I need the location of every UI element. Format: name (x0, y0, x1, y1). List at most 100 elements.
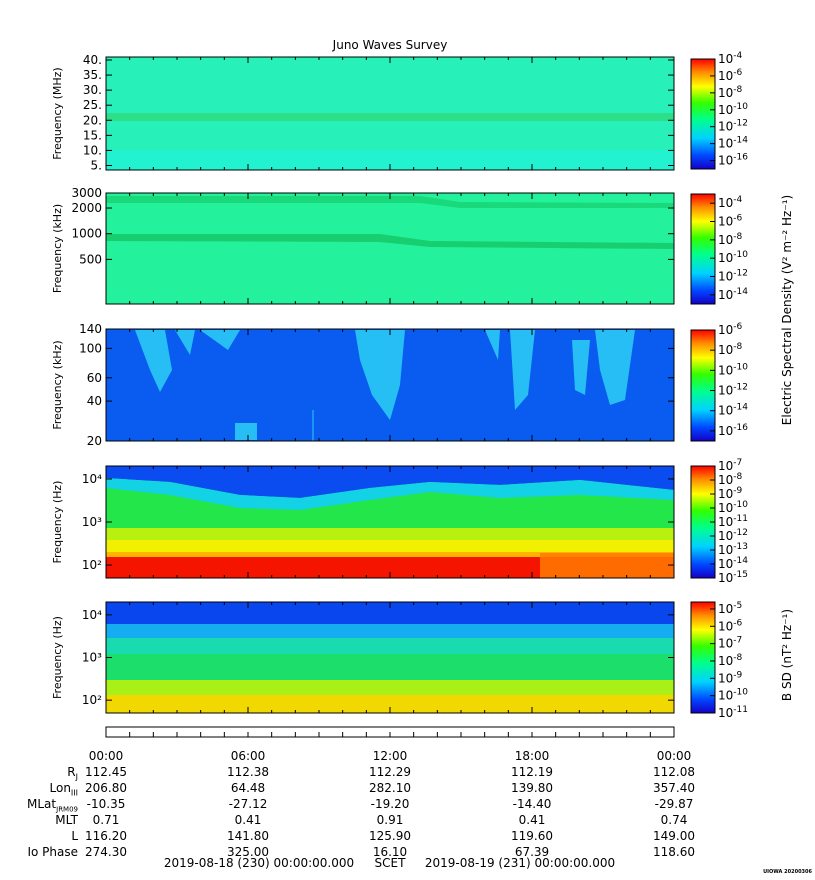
y-tick-label: 15. (83, 128, 102, 142)
y-tick-label: 40 (87, 394, 102, 408)
colorbar (690, 329, 716, 442)
y-tick-label: 5. (91, 158, 102, 172)
ephemeris-value: 357.40 (653, 781, 695, 795)
colorbar-tick-label: 10-11 (718, 514, 748, 529)
footer-credit: UIOWA 20200306 (763, 869, 812, 875)
ephemeris-value: 282.10 (369, 781, 411, 795)
ephemeris-value: 149.00 (653, 829, 695, 843)
ephemeris-value: 67.39 (514, 845, 550, 859)
colorbar (690, 58, 716, 170)
colorbar-tick-label: 10-10 (718, 102, 748, 117)
ephemeris-value: -29.87 (654, 797, 694, 811)
colorbar-tick-label: 10-16 (718, 153, 748, 168)
ephemeris-value: 125.90 (369, 829, 411, 843)
colorbar-tick-label: 10-14 (718, 556, 748, 571)
y-tick-label: 3000 (71, 186, 102, 200)
y-tick-label: 10. (83, 143, 102, 157)
ephemeris-value: 16.10 (372, 845, 408, 859)
y-axis-label: Frequency (Hz) (51, 481, 64, 564)
colorbar-tick-label: 10-9 (718, 486, 743, 501)
colorbar-tick-label: 10-8 (718, 342, 743, 357)
y-tick-label: 1000 (71, 227, 102, 241)
ephemeris-value: 119.60 (511, 829, 553, 843)
y-axis-label: Frequency (kHz) (51, 340, 64, 429)
footer-end-time: 2019-08-19 (231) 00:00:00.000 (425, 856, 615, 870)
ephemeris-value: 139.80 (511, 781, 553, 795)
ephemeris-value: -10.35 (86, 797, 126, 811)
colorbar-tick-label: 10-5 (718, 601, 742, 616)
ephemeris-value: 112.38 (227, 765, 269, 779)
ephemeris-value: 116.20 (85, 829, 127, 843)
figure-title: Juno Waves Survey (332, 38, 448, 52)
y-tick-label: 35. (83, 68, 102, 82)
y-tick-label: 140 (79, 322, 102, 336)
colorbar-tick-label: 10-9 (718, 670, 743, 685)
y-tick-label: 25. (83, 98, 102, 112)
ephemeris-value: 325.00 (227, 845, 269, 859)
colorbar-tick-label: 10-14 (718, 136, 748, 151)
ephemeris-value: 206.80 (85, 781, 127, 795)
ephemeris-value: 0.91 (376, 813, 404, 827)
ephemeris-value: -14.40 (512, 797, 552, 811)
y-tick-label: 60 (87, 371, 102, 385)
ephemeris-value: 118.60 (653, 845, 695, 859)
ephemeris-value: 112.29 (369, 765, 411, 779)
colorbar-label-electric: Electric Spectral Density (V² m⁻² Hz⁻¹) (780, 195, 794, 425)
ephemeris-row-label: LonIII (49, 781, 79, 798)
colorbar-tick-label: 10-16 (718, 423, 748, 438)
y-tick-label: 10² (82, 693, 102, 707)
time-tick-label: 12:00 (372, 749, 408, 763)
time-tick-label: 06:00 (230, 749, 266, 763)
ephemeris-row-label: L (71, 829, 78, 843)
ephemeris-value: 112.08 (653, 765, 695, 779)
colorbar (690, 601, 716, 714)
ephemeris-value: 0.74 (660, 813, 688, 827)
y-tick-label: 10⁴ (82, 472, 102, 486)
y-tick-label: 10³ (82, 515, 102, 529)
colorbar-tick-label: 10-6 (718, 214, 743, 229)
panel-mhz (105, 56, 675, 171)
colorbar-tick-label: 10-8 (718, 653, 743, 668)
ephemeris-value: 112.45 (85, 765, 127, 779)
colorbar-tick-label: 10-7 (718, 458, 742, 473)
colorbar-tick-label: 10-4 (718, 51, 743, 66)
panel-electric-hz (105, 465, 675, 579)
ephemeris-value: -19.20 (370, 797, 410, 811)
colorbar (690, 193, 716, 305)
colorbar-tick-label: 10-13 (718, 542, 748, 557)
y-tick-label: 10⁴ (82, 608, 102, 622)
ephemeris-value: 112.19 (511, 765, 553, 779)
colorbar-tick-label: 10-10 (718, 688, 748, 703)
y-tick-label: 20. (83, 113, 102, 127)
y-tick-label: 30. (83, 83, 102, 97)
time-tick-label: 18:00 (514, 749, 550, 763)
colorbar-tick-label: 10-8 (718, 232, 743, 247)
colorbar-tick-label: 10-12 (718, 383, 748, 398)
ephemeris-row-label: MLT (55, 813, 78, 827)
ephemeris-row-label: Io Phase (27, 845, 78, 859)
y-axis-label: Frequency (MHz) (51, 67, 64, 159)
footer-scet: SCET (375, 856, 407, 870)
ephemeris-value: 0.41 (234, 813, 262, 827)
colorbar-label-magnetic: B SD (nT² Hz⁻¹) (780, 609, 794, 701)
y-tick-label: 10³ (82, 651, 102, 665)
colorbar-tick-label: 10-10 (718, 362, 748, 377)
colorbar-tick-label: 10-10 (718, 250, 748, 265)
time-tick-label: 00:00 (88, 749, 124, 763)
y-tick-label: 40. (83, 53, 102, 67)
colorbar-tick-label: 10-4 (718, 195, 743, 210)
panel-lfr-khz (105, 328, 675, 442)
colorbar-tick-label: 10-11 (718, 705, 748, 720)
colorbar-tick-label: 10-14 (718, 287, 748, 302)
colorbar-tick-label: 10-6 (718, 322, 743, 337)
colorbar-tick-label: 10-12 (718, 528, 748, 543)
y-tick-label: 100 (79, 341, 102, 355)
colorbar-tick-label: 10-15 (718, 570, 748, 585)
colorbar-tick-label: 10-7 (718, 636, 742, 651)
panel-hfr-khz (105, 192, 675, 305)
panel-magnetic-hz (105, 601, 675, 714)
colorbar-tick-label: 10-6 (718, 68, 743, 83)
colorbar-tick-label: 10-12 (718, 269, 748, 284)
footer-start-time: 2019-08-18 (230) 00:00:00.000 (164, 856, 354, 870)
ephemeris-value: 0.41 (518, 813, 546, 827)
